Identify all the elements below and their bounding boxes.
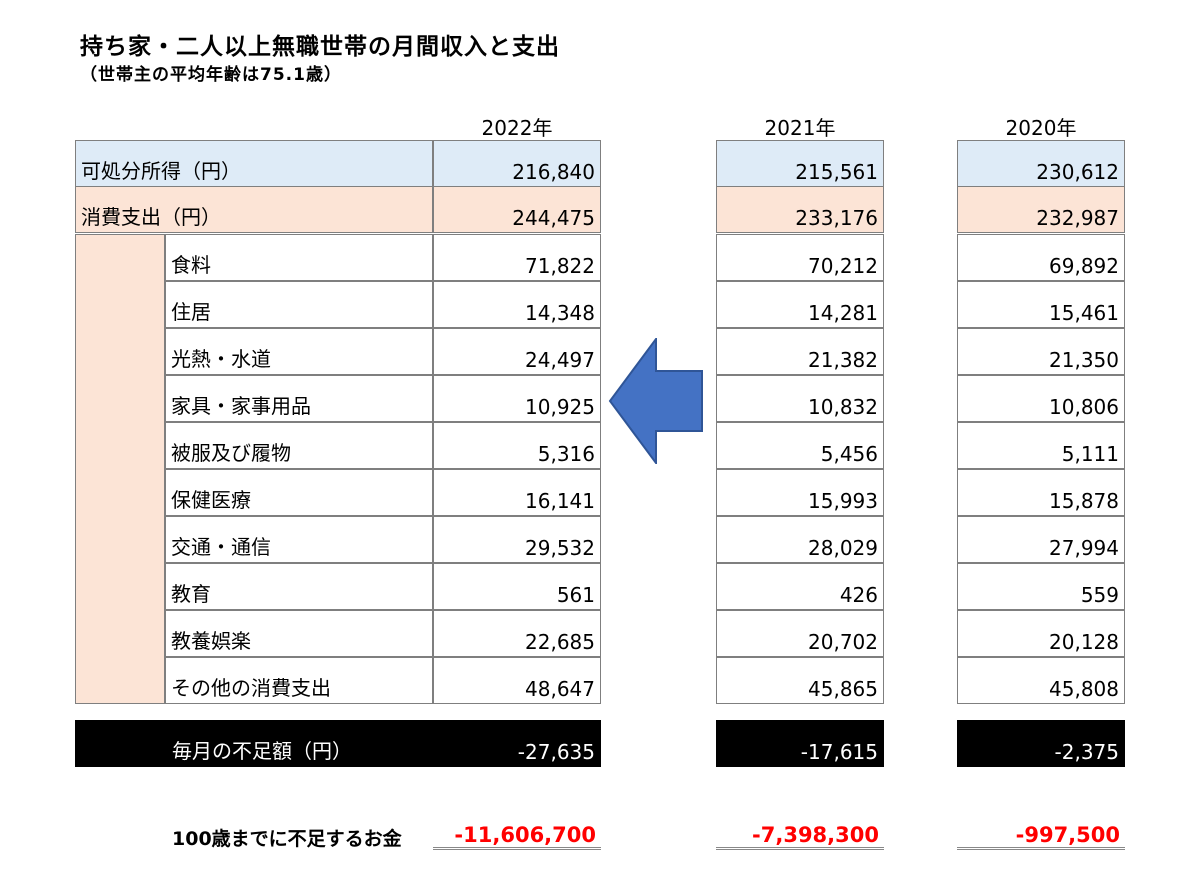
shortfall-value: -7,398,300 — [716, 823, 884, 850]
value-cell: 10,806 — [957, 375, 1125, 422]
value-cell: 16,141 — [433, 469, 601, 516]
value-cell: 27,994 — [957, 516, 1125, 563]
page-subtitle: （世帯主の平均年齢は75.1歳） — [80, 65, 342, 85]
row-label: 食料 — [165, 234, 433, 281]
value-cell: 20,702 — [716, 610, 884, 657]
year-header: 2021年 — [764, 116, 836, 140]
value-cell: 230,612 — [957, 140, 1125, 187]
row-label: 可処分所得（円） — [75, 140, 433, 187]
page-title: 持ち家・二人以上無職世帯の月間収入と支出 — [80, 34, 560, 60]
value-cell: 215,561 — [716, 140, 884, 187]
deficit-value: -27,635 — [433, 720, 601, 767]
value-cell: 45,865 — [716, 657, 884, 704]
row-label: 交通・通信 — [165, 516, 433, 563]
value-cell: 70,212 — [716, 234, 884, 281]
shortfall-label: 100歳までに不足するお金 — [172, 828, 402, 850]
value-cell: 21,382 — [716, 328, 884, 375]
value-cell: 15,461 — [957, 281, 1125, 328]
value-cell: 14,281 — [716, 281, 884, 328]
value-cell: 28,029 — [716, 516, 884, 563]
value-cell: 24,497 — [433, 328, 601, 375]
value-cell: 29,532 — [433, 516, 601, 563]
value-cell: 561 — [433, 563, 601, 610]
value-cell: 10,925 — [433, 375, 601, 422]
row-label: 保健医療 — [165, 469, 433, 516]
value-cell: 232,987 — [957, 186, 1125, 233]
shortfall-value: -11,606,700 — [433, 823, 601, 850]
value-cell: 69,892 — [957, 234, 1125, 281]
value-cell: 15,993 — [716, 469, 884, 516]
value-cell: 15,878 — [957, 469, 1125, 516]
category-sidebar — [75, 234, 165, 704]
value-cell: 71,822 — [433, 234, 601, 281]
deficit-value: -2,375 — [957, 720, 1125, 767]
deficit-label: 毎月の不足額（円） — [75, 720, 433, 767]
left-arrow-icon — [608, 338, 703, 464]
value-cell: 426 — [716, 563, 884, 610]
value-cell: 216,840 — [433, 140, 601, 187]
value-cell: 5,456 — [716, 422, 884, 469]
value-cell: 45,808 — [957, 657, 1125, 704]
row-label: 被服及び履物 — [165, 422, 433, 469]
deficit-value: -17,615 — [716, 720, 884, 767]
row-label: 家具・家事用品 — [165, 375, 433, 422]
row-label: 消費支出（円） — [75, 186, 433, 233]
value-cell: 21,350 — [957, 328, 1125, 375]
year-header: 2022年 — [481, 116, 553, 140]
value-cell: 14,348 — [433, 281, 601, 328]
year-header: 2020年 — [1005, 116, 1077, 140]
row-label: 教育 — [165, 563, 433, 610]
value-cell: 233,176 — [716, 186, 884, 233]
value-cell: 559 — [957, 563, 1125, 610]
row-label: 光熱・水道 — [165, 328, 433, 375]
value-cell: 244,475 — [433, 186, 601, 233]
shortfall-value: -997,500 — [957, 823, 1125, 850]
value-cell: 48,647 — [433, 657, 601, 704]
value-cell: 22,685 — [433, 610, 601, 657]
value-cell: 20,128 — [957, 610, 1125, 657]
value-cell: 5,316 — [433, 422, 601, 469]
row-label: 住居 — [165, 281, 433, 328]
row-label: その他の消費支出 — [165, 657, 433, 704]
row-label: 教養娯楽 — [165, 610, 433, 657]
value-cell: 10,832 — [716, 375, 884, 422]
value-cell: 5,111 — [957, 422, 1125, 469]
